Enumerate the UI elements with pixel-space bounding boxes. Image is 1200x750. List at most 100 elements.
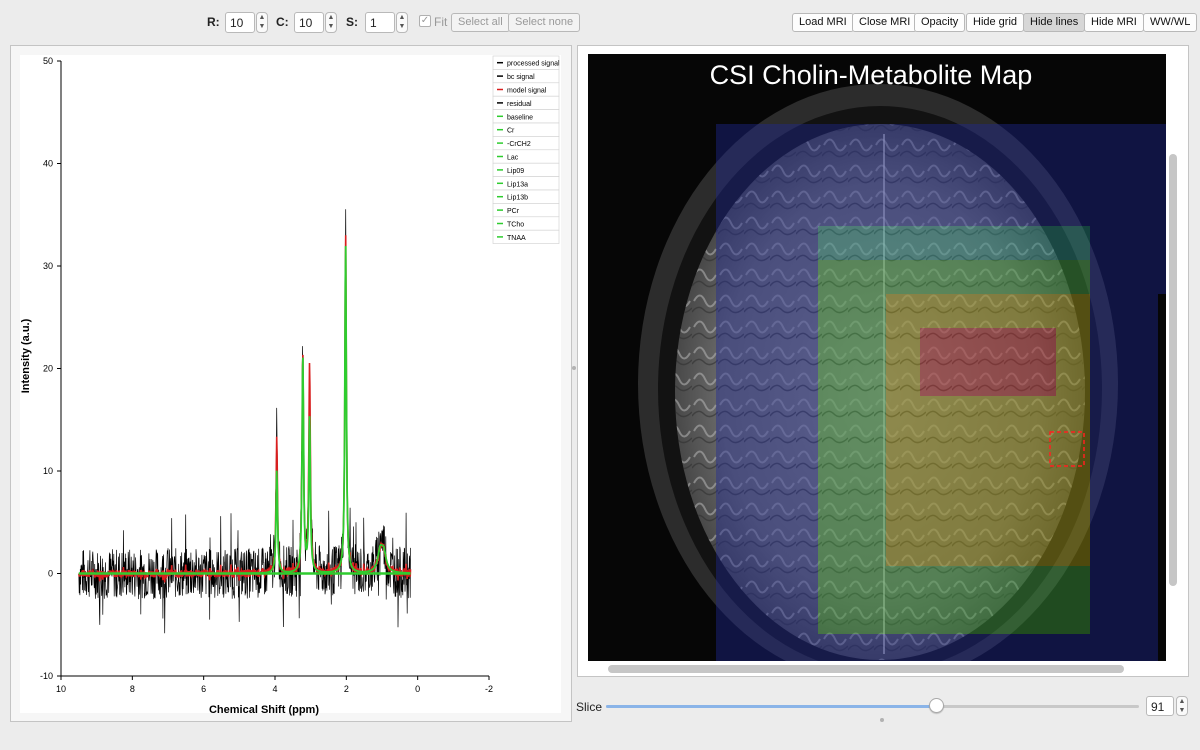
csi-voxel bbox=[818, 430, 852, 464]
csi-voxel bbox=[954, 226, 988, 260]
csi-voxel bbox=[716, 532, 750, 566]
csi-voxel bbox=[852, 294, 886, 328]
select-all-button[interactable]: Select all bbox=[451, 13, 510, 32]
column-input[interactable]: 10 bbox=[294, 12, 324, 33]
x-tick-label-3: 4 bbox=[272, 684, 277, 694]
csi-voxel bbox=[1022, 362, 1056, 396]
slice-slider[interactable] bbox=[606, 705, 1139, 708]
csi-voxel bbox=[1090, 464, 1124, 498]
horizontal-scrollbar[interactable] bbox=[608, 665, 1124, 673]
opacity-button[interactable]: Opacity bbox=[914, 13, 966, 32]
csi-voxel bbox=[852, 532, 886, 566]
csi-voxel bbox=[886, 260, 920, 294]
csi-voxel bbox=[784, 260, 818, 294]
legend-label-11: PCr bbox=[507, 208, 520, 215]
csi-voxel bbox=[1090, 328, 1124, 362]
slice-field-stepper[interactable]: ▲ ▼ bbox=[396, 12, 408, 33]
csi-voxel bbox=[1022, 260, 1056, 294]
slice-field-input[interactable]: 1 bbox=[365, 12, 395, 33]
csi-voxel bbox=[988, 328, 1022, 362]
csi-voxel bbox=[1090, 396, 1124, 430]
csi-voxel bbox=[784, 158, 818, 192]
csi-voxel bbox=[1090, 430, 1124, 464]
select-none-button[interactable]: Select none bbox=[508, 13, 581, 32]
csi-voxel bbox=[920, 430, 954, 464]
csi-voxel bbox=[1022, 634, 1056, 661]
mri-panel: CSI Cholin-Metabolite Map bbox=[577, 45, 1189, 677]
csi-voxel bbox=[988, 396, 1022, 430]
row-stepper[interactable]: ▲ ▼ bbox=[256, 12, 268, 33]
csi-voxel bbox=[1022, 124, 1056, 158]
legend-label-2: model signal bbox=[507, 88, 547, 95]
csi-voxel bbox=[1022, 294, 1056, 328]
column-stepper[interactable]: ▲ ▼ bbox=[325, 12, 337, 33]
csi-voxel bbox=[1022, 566, 1056, 600]
csi-voxel bbox=[1056, 226, 1090, 260]
csi-voxel bbox=[784, 396, 818, 430]
csi-voxel bbox=[818, 396, 852, 430]
csi-voxel bbox=[954, 362, 988, 396]
fit-label: Fit bbox=[434, 15, 448, 29]
csi-voxel bbox=[886, 430, 920, 464]
selected-voxel-marker bbox=[1049, 431, 1085, 467]
csi-voxel bbox=[1124, 328, 1158, 362]
csi-voxel bbox=[1056, 192, 1090, 226]
csi-voxel bbox=[1124, 226, 1158, 260]
hide-mri-button[interactable]: Hide MRI bbox=[1084, 13, 1144, 32]
csi-voxel bbox=[988, 532, 1022, 566]
csi-voxel bbox=[818, 192, 852, 226]
mri-viewer[interactable]: CSI Cholin-Metabolite Map bbox=[588, 54, 1166, 661]
csi-voxel bbox=[852, 396, 886, 430]
vertical-scrollbar[interactable] bbox=[1169, 154, 1177, 586]
csi-voxel bbox=[1022, 158, 1056, 192]
close-mri-button[interactable]: Close MRI bbox=[852, 13, 918, 32]
csi-voxel bbox=[1090, 600, 1124, 634]
csi-voxel bbox=[1124, 634, 1158, 661]
row-input[interactable]: 10 bbox=[225, 12, 255, 33]
y-tick-label-1: 0 bbox=[48, 569, 53, 579]
csi-voxel bbox=[954, 158, 988, 192]
csi-voxel bbox=[920, 158, 954, 192]
csi-voxel bbox=[750, 396, 784, 430]
csi-voxel bbox=[1056, 566, 1090, 600]
csi-voxel bbox=[784, 362, 818, 396]
csi-voxel bbox=[1022, 396, 1056, 430]
csi-voxel bbox=[852, 362, 886, 396]
csi-voxel bbox=[784, 464, 818, 498]
csi-voxel bbox=[954, 328, 988, 362]
row-label: R: bbox=[207, 15, 220, 29]
slice-value-input[interactable]: 91 bbox=[1146, 696, 1174, 716]
csi-voxel bbox=[886, 498, 920, 532]
load-mri-button[interactable]: Load MRI bbox=[792, 13, 854, 32]
hide-grid-button[interactable]: Hide grid bbox=[966, 13, 1025, 32]
slice-value-stepper[interactable]: ▲ ▼ bbox=[1176, 696, 1188, 716]
csi-voxel bbox=[988, 362, 1022, 396]
csi-voxel bbox=[750, 158, 784, 192]
csi-voxel bbox=[1056, 498, 1090, 532]
slice-label: Slice bbox=[576, 700, 603, 714]
csi-voxel bbox=[1124, 294, 1158, 328]
csi-voxel bbox=[716, 498, 750, 532]
slice-slider-thumb[interactable] bbox=[929, 698, 945, 713]
csi-voxel bbox=[1090, 634, 1124, 661]
csi-voxel bbox=[886, 600, 920, 634]
ww-wl-button[interactable]: WW/WL bbox=[1143, 13, 1198, 32]
csi-voxel bbox=[1056, 328, 1090, 362]
csi-voxel bbox=[818, 532, 852, 566]
splitter-handle[interactable] bbox=[572, 366, 576, 370]
csi-voxel bbox=[784, 634, 818, 661]
csi-voxel bbox=[818, 566, 852, 600]
csi-voxel bbox=[1056, 532, 1090, 566]
csi-voxel bbox=[750, 600, 784, 634]
csi-voxel bbox=[784, 226, 818, 260]
csi-voxel bbox=[784, 328, 818, 362]
bottom-splitter-handle[interactable] bbox=[880, 718, 884, 722]
hide-lines-button[interactable]: Hide lines bbox=[1023, 13, 1086, 32]
legend-entry-13 bbox=[492, 229, 560, 244]
csi-map[interactable]: CSI Cholin-Metabolite Map bbox=[588, 54, 1166, 661]
csi-voxel bbox=[852, 124, 886, 158]
fit-checkbox[interactable]: ✓ bbox=[419, 15, 431, 27]
csi-voxel bbox=[784, 430, 818, 464]
csi-voxel bbox=[920, 634, 954, 661]
